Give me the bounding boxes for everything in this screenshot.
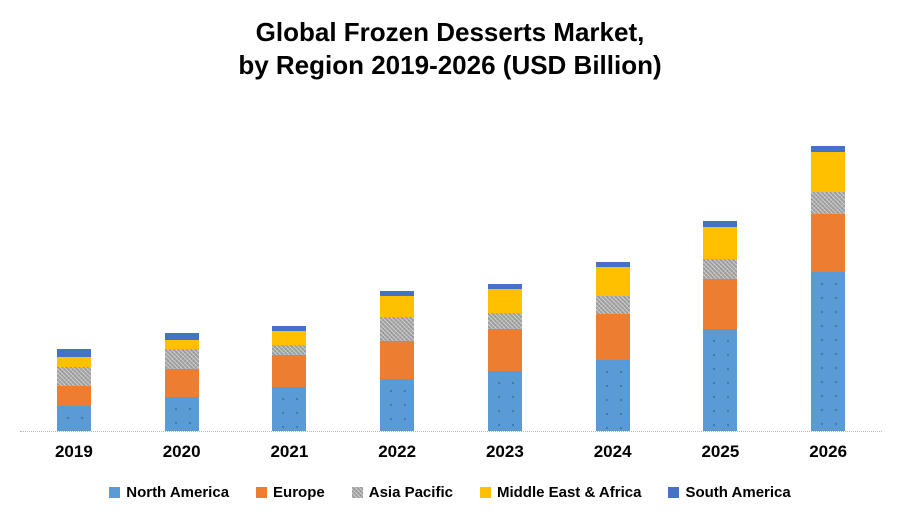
bar-segment-south-america — [164, 333, 199, 340]
bar-segment-north-america — [703, 329, 738, 431]
bar-segment-north-america — [811, 272, 846, 431]
bar-segment-north-america — [380, 379, 415, 431]
bar-segment-south-america — [380, 291, 415, 296]
bar-segment-asia-pacific — [56, 367, 91, 386]
bar-segment-middle-east-africa — [56, 357, 91, 367]
legend-item-south-america: South America — [668, 484, 791, 501]
bar-segment-south-america — [56, 349, 91, 357]
x-tick-label-2024: 2024 — [593, 442, 632, 461]
bar-segment-north-america — [595, 360, 630, 431]
legend-item-north-america: North America — [109, 484, 229, 501]
legend-label-middle-east-africa: Middle East & Africa — [496, 484, 642, 501]
bar-segment-europe — [164, 369, 199, 397]
stacked-bar-2022 — [380, 291, 415, 431]
bar-segment-north-america — [56, 406, 91, 431]
legend-swatch-south-america — [668, 487, 680, 498]
x-axis-labels: 2019 2020 2021 2022 2023 2024 2025 2026 — [20, 432, 882, 462]
bar-segment-asia-pacific — [272, 345, 307, 355]
x-tick-label-2023: 2023 — [485, 442, 524, 461]
x-tick-label-2026: 2026 — [809, 442, 848, 461]
bar-segment-middle-east-africa — [380, 296, 415, 317]
stacked-bar-2020 — [164, 333, 199, 431]
chart-title-line2: by Region 2019-2026 (USD Billion) — [238, 50, 662, 80]
plot-area — [20, 97, 882, 432]
chart-title-line1: Global Frozen Desserts Market, — [255, 17, 645, 47]
bar-segment-south-america — [703, 221, 738, 227]
stacked-bar-2024 — [595, 262, 630, 431]
bar-segment-south-america — [272, 326, 307, 331]
stacked-bar-2025 — [703, 221, 738, 431]
bar-segment-europe — [703, 279, 738, 329]
bar-segment-south-america — [487, 284, 522, 289]
legend-swatch-middle-east-africa — [479, 487, 491, 498]
legend-swatch-europe — [256, 487, 268, 498]
bar-segment-europe — [595, 314, 630, 360]
bar-segment-europe — [56, 386, 91, 406]
bar-column-2025 — [667, 97, 775, 431]
bar-segment-middle-east-africa — [595, 267, 630, 296]
bar-segment-north-america — [164, 397, 199, 431]
bar-segment-europe — [272, 355, 307, 387]
bar-segment-middle-east-africa — [272, 331, 307, 345]
legend-item-asia-pacific: Asia Pacific — [351, 484, 453, 501]
bar-segment-middle-east-africa — [164, 340, 199, 349]
legend-label-south-america: South America — [685, 484, 791, 501]
bar-segment-north-america — [272, 387, 307, 431]
bar-column-2022 — [343, 97, 451, 431]
bar-segment-europe — [380, 341, 415, 379]
bar-column-2023 — [451, 97, 559, 431]
x-tick-label-2020: 2020 — [162, 442, 201, 461]
bars — [20, 97, 882, 431]
bar-segment-europe — [487, 329, 522, 371]
stacked-bar-2019 — [56, 349, 91, 431]
legend-swatch-north-america — [109, 487, 121, 498]
legend-item-europe: Europe — [256, 484, 325, 501]
x-tick-label-2021: 2021 — [270, 442, 309, 461]
bar-segment-asia-pacific — [595, 296, 630, 314]
bar-segment-south-america — [595, 262, 630, 267]
bar-column-2021 — [236, 97, 344, 431]
x-tick-label-2019: 2019 — [54, 442, 93, 461]
bar-column-2019 — [20, 97, 128, 431]
bar-segment-middle-east-africa — [811, 152, 846, 192]
bar-segment-europe — [811, 214, 846, 272]
bar-segment-middle-east-africa — [703, 227, 738, 259]
bar-segment-asia-pacific — [164, 349, 199, 369]
bar-column-2020 — [128, 97, 236, 431]
legend-label-north-america: North America — [126, 484, 230, 501]
legend-item-middle-east-africa: Middle East & Africa — [479, 484, 642, 501]
x-tick-label-2022: 2022 — [378, 442, 417, 461]
legend-label-asia-pacific: Asia Pacific — [368, 484, 453, 501]
bar-column-2026 — [774, 97, 882, 431]
stacked-bar-2026 — [811, 146, 846, 431]
legend-label-europe: Europe — [273, 484, 325, 501]
legend-swatch-asia-pacific — [351, 487, 363, 498]
x-tick-label-2025: 2025 — [701, 442, 740, 461]
bar-segment-asia-pacific — [380, 317, 415, 341]
bar-column-2024 — [559, 97, 667, 431]
legend: North America Europe Asia Pacific Middle Ea… — [0, 484, 900, 501]
stacked-bar-2021 — [272, 326, 307, 431]
bar-segment-asia-pacific — [811, 192, 846, 214]
bar-segment-south-america — [811, 146, 846, 152]
chart-title: Global Frozen Desserts Market, by Region… — [0, 16, 900, 82]
bar-segment-north-america — [487, 371, 522, 431]
bar-segment-asia-pacific — [703, 259, 738, 279]
stacked-bar-2023 — [487, 284, 522, 431]
bar-segment-middle-east-africa — [487, 289, 522, 313]
bar-segment-asia-pacific — [487, 313, 522, 329]
